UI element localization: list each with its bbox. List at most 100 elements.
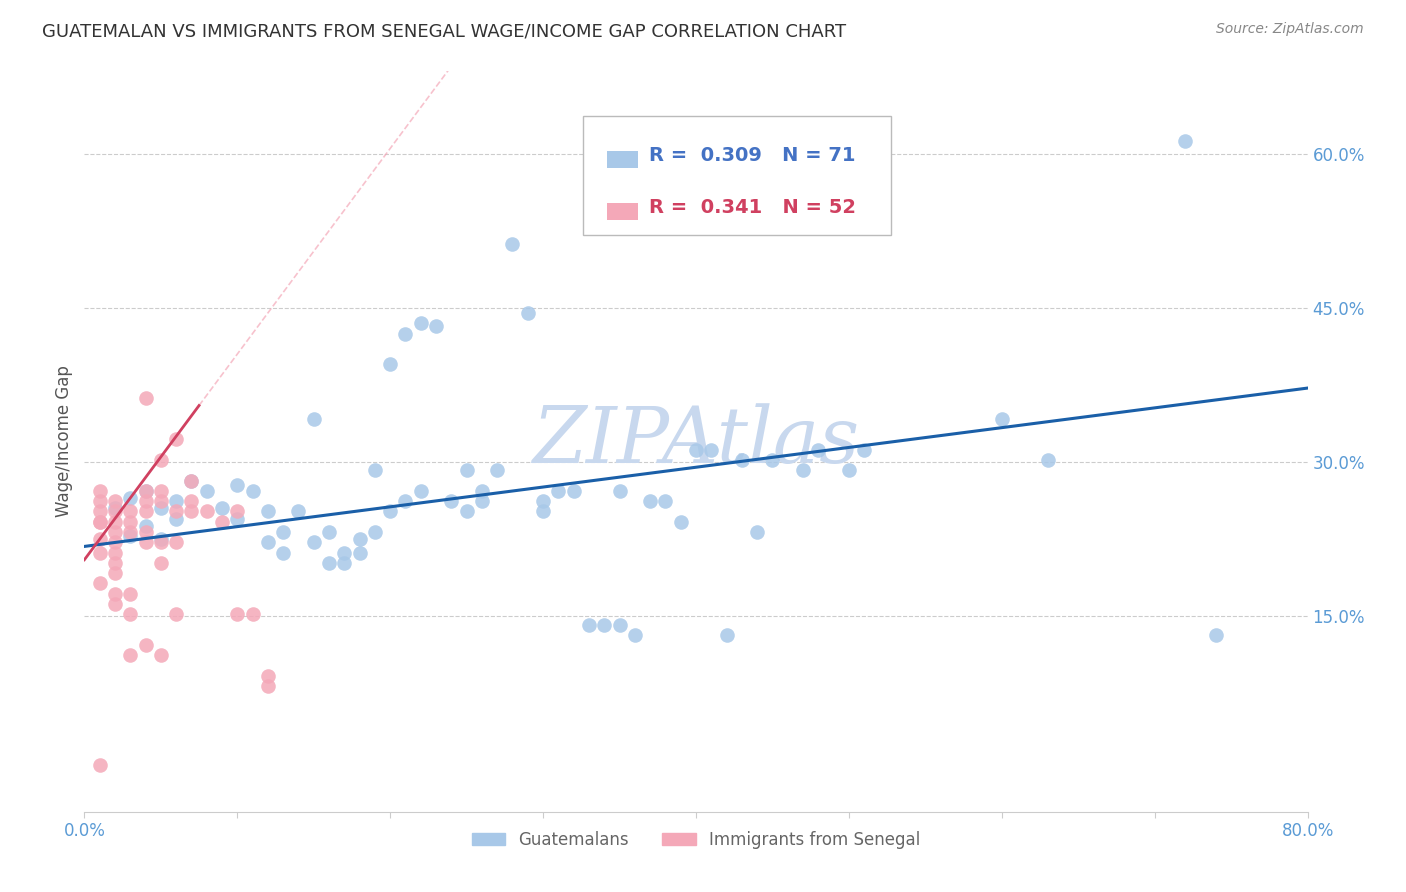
Point [135, 504, 157, 518]
Point [165, 504, 187, 518]
Point [257, 669, 280, 683]
Point [135, 392, 157, 406]
Point [226, 477, 249, 491]
Point [211, 501, 233, 516]
Point [257, 679, 280, 693]
Point [747, 524, 769, 539]
Point [149, 483, 172, 498]
Point [380, 504, 402, 518]
Point [120, 587, 142, 601]
Point [471, 483, 494, 498]
Point [135, 519, 157, 533]
Point [669, 515, 692, 529]
Point [149, 556, 172, 570]
Point [502, 237, 524, 252]
Point [486, 463, 509, 477]
Point [89, 504, 111, 518]
Point [638, 494, 661, 508]
Text: R =  0.309   N = 71: R = 0.309 N = 71 [650, 146, 855, 166]
Point [531, 504, 554, 518]
Point [700, 442, 723, 457]
Point [149, 453, 172, 467]
Point [135, 638, 157, 652]
Point [120, 607, 142, 622]
Point [165, 494, 187, 508]
Point [838, 463, 860, 477]
Point [271, 546, 294, 560]
Point [149, 501, 172, 516]
Point [531, 494, 554, 508]
Point [1036, 453, 1059, 467]
Point [165, 607, 187, 622]
Point [425, 319, 447, 334]
Point [180, 474, 202, 488]
Point [471, 494, 494, 508]
Point [120, 648, 142, 663]
Point [394, 494, 416, 508]
Point [380, 358, 402, 372]
Point [257, 504, 280, 518]
Point [242, 483, 264, 498]
Point [104, 546, 127, 560]
Point [333, 556, 356, 570]
Point [349, 533, 371, 547]
Point [211, 515, 233, 529]
Point [104, 494, 127, 508]
Point [104, 597, 127, 611]
Point [104, 501, 127, 516]
Point [104, 556, 127, 570]
Point [165, 511, 187, 525]
Point [349, 546, 371, 560]
Point [135, 483, 157, 498]
Point [226, 511, 249, 525]
Point [287, 504, 309, 518]
Point [165, 535, 187, 549]
Point [547, 483, 569, 498]
Point [394, 326, 416, 341]
Point [302, 412, 325, 426]
Point [609, 617, 631, 632]
Point [180, 504, 202, 518]
Text: ZIPAtlas: ZIPAtlas [533, 403, 859, 480]
Point [89, 546, 111, 560]
Point [578, 617, 600, 632]
Point [135, 524, 157, 539]
Point [120, 491, 142, 505]
Point [593, 617, 616, 632]
Point [271, 524, 294, 539]
Point [562, 483, 585, 498]
Text: R =  0.341   N = 52: R = 0.341 N = 52 [650, 198, 856, 217]
Point [149, 535, 172, 549]
Point [180, 494, 202, 508]
Point [104, 587, 127, 601]
Text: GUATEMALAN VS IMMIGRANTS FROM SENEGAL WAGE/INCOME GAP CORRELATION CHART: GUATEMALAN VS IMMIGRANTS FROM SENEGAL WA… [42, 22, 846, 40]
Point [120, 524, 142, 539]
Point [149, 494, 172, 508]
Point [318, 524, 340, 539]
Point [120, 504, 142, 518]
Point [364, 524, 387, 539]
Point [104, 515, 127, 529]
Point [89, 515, 111, 529]
Text: Source: ZipAtlas.com: Source: ZipAtlas.com [1216, 22, 1364, 37]
Point [364, 463, 387, 477]
Point [242, 607, 264, 622]
Point [1174, 134, 1197, 148]
Point [807, 442, 830, 457]
Point [195, 504, 218, 518]
Point [135, 535, 157, 549]
Point [180, 474, 202, 488]
Point [302, 535, 325, 549]
Point [104, 566, 127, 581]
Point [731, 453, 754, 467]
Point [792, 463, 814, 477]
Point [761, 453, 783, 467]
Point [89, 483, 111, 498]
Point [318, 556, 340, 570]
Point [257, 535, 280, 549]
Point [516, 306, 538, 320]
Point [165, 433, 187, 447]
Point [456, 504, 478, 518]
Point [89, 515, 111, 529]
Point [120, 529, 142, 543]
